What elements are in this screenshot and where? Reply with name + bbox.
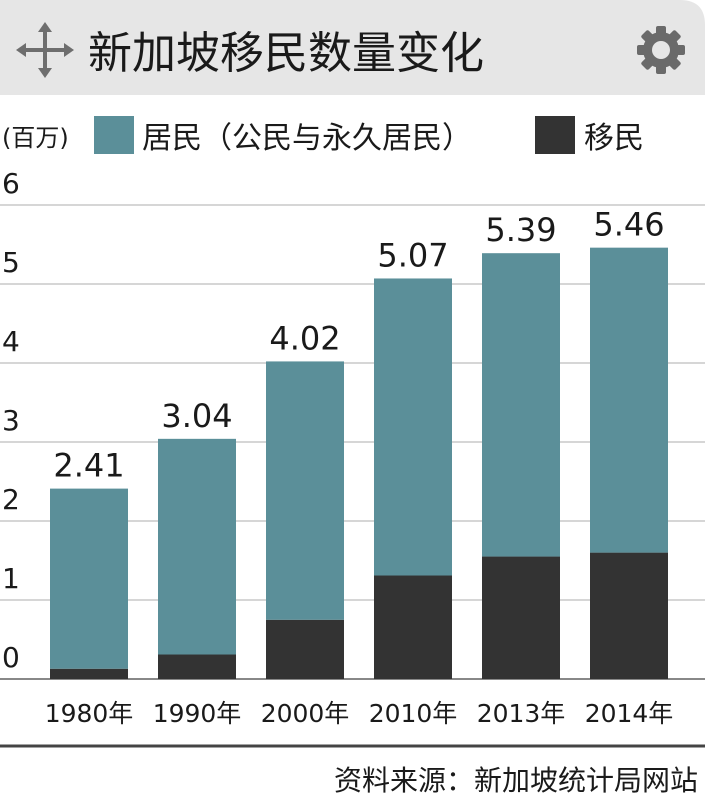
x-tick-label: 2000年 xyxy=(261,699,350,728)
y-tick-label: 2 xyxy=(2,483,20,516)
bar-residents xyxy=(590,247,668,553)
y-tick-label: 5 xyxy=(2,246,20,279)
bar-immigrants xyxy=(482,556,560,679)
legend-label-immigrants: 移民 xyxy=(584,121,644,156)
total-label: 5.39 xyxy=(485,211,556,249)
source-note: 资料来源：新加坡统计局网站 xyxy=(334,764,698,797)
bar-immigrants xyxy=(158,654,236,679)
x-tick-label: 2010年 xyxy=(369,699,458,728)
y-tick-label: 0 xyxy=(2,641,20,674)
y-tick-label: 3 xyxy=(2,404,20,437)
total-label: 5.07 xyxy=(377,236,448,274)
bars: 2.41 3.04 4.02 5.07 5.39 5.46 xyxy=(50,206,668,679)
x-tick-label: 2014年 xyxy=(585,699,674,728)
total-label: 3.04 xyxy=(161,397,232,435)
legend-swatch-immigrants xyxy=(535,116,575,154)
total-label: 5.46 xyxy=(593,206,664,244)
x-tick-label: 1980年 xyxy=(45,699,134,728)
bar-residents xyxy=(158,438,236,655)
bar-immigrants xyxy=(590,552,668,679)
x-tick-label: 1990年 xyxy=(153,699,242,728)
bar-immigrants xyxy=(50,668,128,679)
chart-title: 新加坡移民数量变化 xyxy=(88,28,484,79)
move-arrows-icon[interactable] xyxy=(16,22,74,78)
legend-swatch-residents xyxy=(94,116,134,154)
y-tick-label: 1 xyxy=(2,562,20,595)
unit-label: (百万) xyxy=(2,124,69,152)
x-tick-label: 2013年 xyxy=(477,699,566,728)
y-axis-ticks: 0 1 2 3 4 5 6 xyxy=(2,167,20,674)
total-label: 4.02 xyxy=(269,319,340,357)
y-tick-label: 6 xyxy=(2,167,20,200)
y-tick-label: 4 xyxy=(2,325,20,358)
bar-residents xyxy=(266,361,344,620)
bar-residents xyxy=(374,278,452,576)
legend-label-residents: 居民（公民与永久居民） xyxy=(142,121,472,156)
gear-icon[interactable] xyxy=(637,26,685,74)
total-label: 2.41 xyxy=(53,447,124,485)
x-axis-labels: 1980年 1990年 2000年 2010年 2013年 2014年 xyxy=(45,699,674,728)
header-background xyxy=(0,0,705,95)
bar-immigrants xyxy=(266,619,344,679)
bar-residents xyxy=(482,253,560,557)
bar-residents xyxy=(50,488,128,669)
bar-immigrants xyxy=(374,575,452,679)
